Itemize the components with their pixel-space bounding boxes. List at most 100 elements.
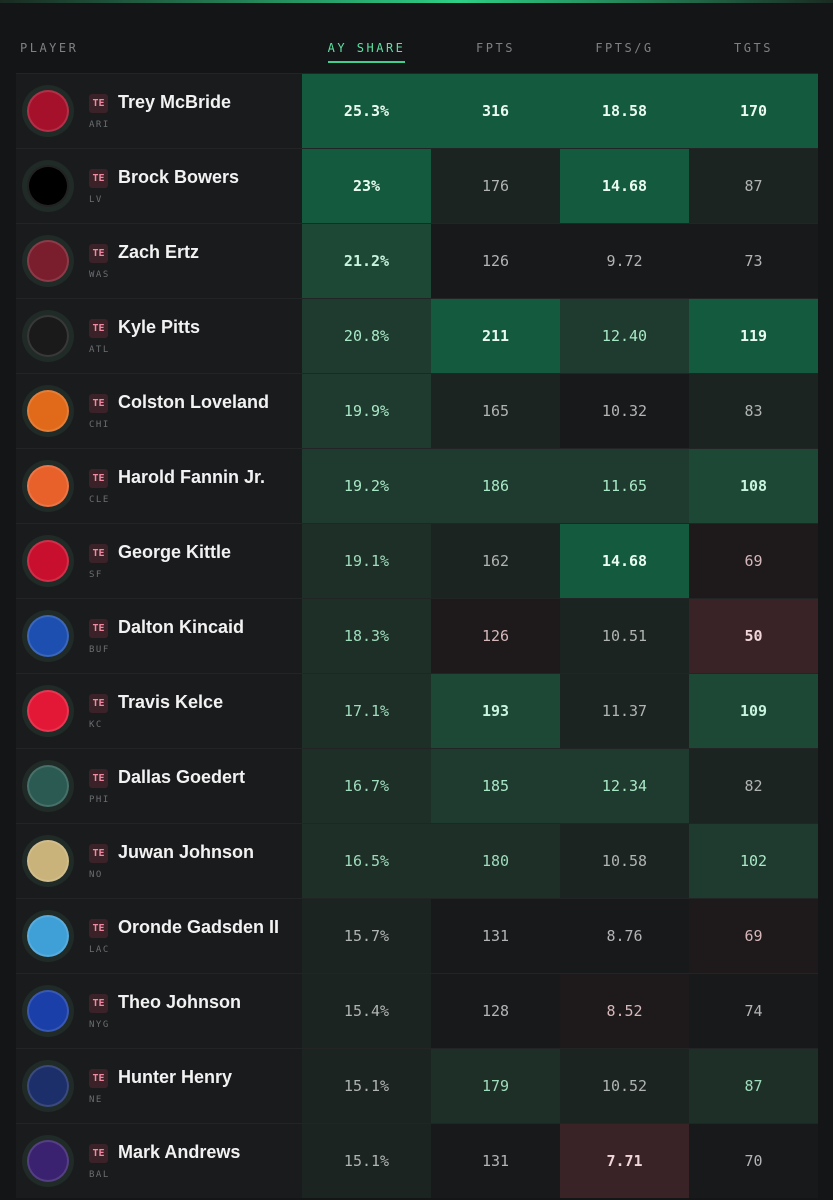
- player-name[interactable]: Hunter Henry: [118, 1067, 233, 1087]
- fpts-per-game-cell: 18.58: [560, 74, 689, 148]
- fpts-per-game-cell: 11.65: [560, 449, 689, 523]
- ay-share-cell: 16.7%: [302, 749, 431, 823]
- team-logo-icon: [22, 835, 74, 887]
- table-row[interactable]: TE Kyle Pitts ATL 20.8% 211 12.40 119: [16, 298, 818, 373]
- player-name[interactable]: Juwan Johnson: [118, 842, 255, 862]
- logo-emblem-icon: [27, 840, 69, 882]
- team-logo-icon: [22, 85, 74, 137]
- fpts-cell: 193: [431, 674, 560, 748]
- player-name[interactable]: Trey McBride: [118, 92, 232, 112]
- targets-cell: 70: [689, 1124, 818, 1198]
- team-logo-icon: [22, 685, 74, 737]
- fpts-cell: 180: [431, 824, 560, 898]
- targets-cell: 50: [689, 599, 818, 673]
- table-header: PLAYER AY SHARE FPTS FPTS/G TGTS: [0, 28, 833, 68]
- position-badge: TE: [89, 319, 108, 338]
- player-name[interactable]: Dalton Kincaid: [118, 617, 245, 637]
- team-abbr: CHI: [89, 420, 110, 430]
- table-row[interactable]: TE Hunter Henry NE 15.1% 179 10.52 87: [16, 1048, 818, 1123]
- player-name[interactable]: Colston Loveland: [118, 392, 270, 412]
- player-name[interactable]: Oronde Gadsden II: [118, 917, 280, 937]
- targets-cell: 83: [689, 374, 818, 448]
- player-name[interactable]: Dallas Goedert: [118, 767, 246, 787]
- table-row[interactable]: TE Dalton Kincaid BUF 18.3% 126 10.51 50: [16, 598, 818, 673]
- position-badge: TE: [89, 544, 108, 563]
- table-row[interactable]: TE Trey McBride ARI 25.3% 316 18.58 170: [16, 73, 818, 148]
- table-row[interactable]: TE George Kittle SF 19.1% 162 14.68 69: [16, 523, 818, 598]
- team-logo-icon: [22, 310, 74, 362]
- targets-cell: 102: [689, 824, 818, 898]
- team-logo-icon: [22, 235, 74, 287]
- column-header-fpts[interactable]: FPTS: [476, 41, 515, 55]
- ay-share-cell: 15.1%: [302, 1124, 431, 1198]
- logo-emblem-icon: [27, 1065, 69, 1107]
- player-cell: TE Dallas Goedert PHI: [16, 749, 302, 823]
- ay-share-cell: 25.3%: [302, 74, 431, 148]
- player-cell: TE Travis Kelce KC: [16, 674, 302, 748]
- player-name[interactable]: Kyle Pitts: [118, 317, 201, 337]
- targets-cell: 74: [689, 974, 818, 1048]
- fpts-per-game-cell: 11.37: [560, 674, 689, 748]
- targets-cell: 69: [689, 899, 818, 973]
- ay-share-cell: 15.7%: [302, 899, 431, 973]
- player-cell: TE Trey McBride ARI: [16, 74, 302, 148]
- logo-emblem-icon: [27, 90, 69, 132]
- logo-emblem-icon: [27, 165, 69, 207]
- ay-share-cell: 21.2%: [302, 224, 431, 298]
- table-row[interactable]: TE Theo Johnson NYG 15.4% 128 8.52 74: [16, 973, 818, 1048]
- fpts-per-game-cell: 10.32: [560, 374, 689, 448]
- fpts-cell: 126: [431, 599, 560, 673]
- player-name[interactable]: Zach Ertz: [118, 242, 200, 262]
- player-name[interactable]: Mark Andrews: [118, 1142, 241, 1162]
- table-row[interactable]: TE Dallas Goedert PHI 16.7% 185 12.34 82: [16, 748, 818, 823]
- player-name[interactable]: Travis Kelce: [118, 692, 224, 712]
- team-logo-icon: [22, 760, 74, 812]
- table-row[interactable]: TE Harold Fannin Jr. CLE 19.2% 186 11.65 108: [16, 448, 818, 523]
- table-row[interactable]: TE Travis Kelce KC 17.1% 193 11.37 109: [16, 673, 818, 748]
- player-table: TE Trey McBride ARI 25.3% 316 18.58 170 TE Brock…: [16, 73, 818, 1198]
- team-logo-icon: [22, 385, 74, 437]
- position-badge: TE: [89, 694, 108, 713]
- targets-cell: 82: [689, 749, 818, 823]
- player-cell: TE Colston Loveland CHI: [16, 374, 302, 448]
- ay-share-cell: 15.1%: [302, 1049, 431, 1123]
- fpts-cell: 128: [431, 974, 560, 1048]
- fpts-cell: 162: [431, 524, 560, 598]
- fpts-cell: 316: [431, 74, 560, 148]
- team-abbr: WAS: [89, 270, 110, 280]
- fpts-per-game-cell: 12.34: [560, 749, 689, 823]
- fpts-cell: 211: [431, 299, 560, 373]
- team-abbr: BUF: [89, 645, 110, 655]
- position-badge: TE: [89, 1144, 108, 1163]
- player-name[interactable]: Theo Johnson: [118, 992, 241, 1012]
- position-badge: TE: [89, 469, 108, 488]
- table-row[interactable]: TE Mark Andrews BAL 15.1% 131 7.71 70: [16, 1123, 818, 1198]
- ay-share-cell: 20.8%: [302, 299, 431, 373]
- table-row[interactable]: TE Brock Bowers LV 23% 176 14.68 87: [16, 148, 818, 223]
- column-header-player[interactable]: PLAYER: [20, 41, 79, 55]
- player-cell: TE George Kittle SF: [16, 524, 302, 598]
- fpts-cell: 185: [431, 749, 560, 823]
- logo-emblem-icon: [27, 690, 69, 732]
- team-logo-icon: [22, 985, 74, 1037]
- table-row[interactable]: TE Zach Ertz WAS 21.2% 126 9.72 73: [16, 223, 818, 298]
- column-header-ay-share[interactable]: AY SHARE: [302, 28, 431, 68]
- ay-share-cell: 18.3%: [302, 599, 431, 673]
- player-cell: TE Oronde Gadsden II LAC: [16, 899, 302, 973]
- column-header-targets[interactable]: TGTS: [734, 41, 773, 55]
- player-name[interactable]: Brock Bowers: [118, 167, 240, 187]
- fpts-cell: 126: [431, 224, 560, 298]
- fpts-per-game-cell: 8.52: [560, 974, 689, 1048]
- table-row[interactable]: TE Colston Loveland CHI 19.9% 165 10.32 83: [16, 373, 818, 448]
- team-abbr: LAC: [89, 945, 110, 955]
- column-header-ay-share-label: AY SHARE: [327, 33, 406, 63]
- team-abbr: LV: [89, 195, 103, 205]
- table-row[interactable]: TE Oronde Gadsden II LAC 15.7% 131 8.76 69: [16, 898, 818, 973]
- logo-emblem-icon: [27, 540, 69, 582]
- table-row[interactable]: TE Juwan Johnson NO 16.5% 180 10.58 102: [16, 823, 818, 898]
- column-header-fpts-per-game[interactable]: FPTS/G: [595, 41, 654, 55]
- player-name[interactable]: Harold Fannin Jr.: [118, 467, 266, 487]
- player-name[interactable]: George Kittle: [118, 542, 232, 562]
- player-cell: TE Dalton Kincaid BUF: [16, 599, 302, 673]
- position-badge: TE: [89, 94, 108, 113]
